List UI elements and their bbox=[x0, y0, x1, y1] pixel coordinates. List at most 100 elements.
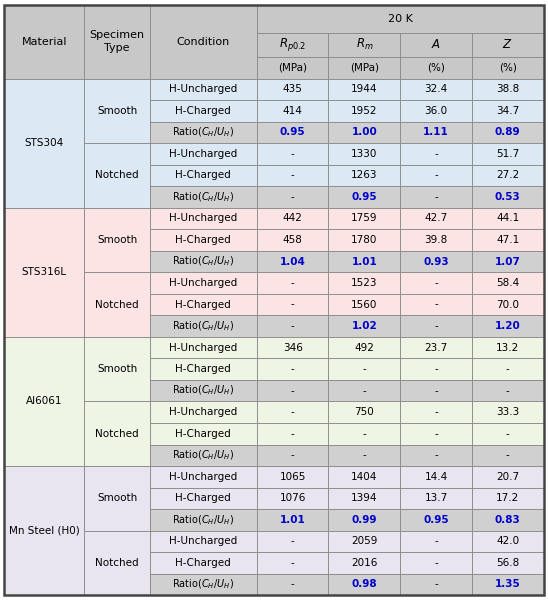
Bar bbox=[150, 100, 257, 122]
Text: $A$: $A$ bbox=[431, 38, 441, 52]
Text: H-Charged: H-Charged bbox=[175, 299, 231, 310]
Bar bbox=[328, 358, 400, 380]
Bar bbox=[257, 5, 544, 33]
Bar bbox=[257, 466, 328, 488]
Text: 1.02: 1.02 bbox=[351, 321, 377, 331]
Bar bbox=[400, 423, 472, 445]
Text: -: - bbox=[291, 364, 294, 374]
Bar bbox=[257, 445, 328, 466]
Bar bbox=[257, 423, 328, 445]
Bar bbox=[472, 358, 544, 380]
Bar bbox=[257, 401, 328, 423]
Bar bbox=[472, 401, 544, 423]
Text: Notched: Notched bbox=[95, 299, 139, 310]
Text: 1263: 1263 bbox=[351, 170, 378, 181]
Bar bbox=[257, 186, 328, 208]
Bar bbox=[257, 509, 328, 530]
Bar bbox=[472, 466, 544, 488]
Bar bbox=[328, 445, 400, 466]
Text: 1952: 1952 bbox=[351, 106, 378, 116]
Text: 0.95: 0.95 bbox=[423, 515, 449, 525]
Text: 2016: 2016 bbox=[351, 558, 378, 568]
Bar bbox=[328, 208, 400, 229]
Bar bbox=[150, 208, 257, 229]
Text: H-Uncharged: H-Uncharged bbox=[169, 149, 237, 159]
Bar bbox=[472, 316, 544, 337]
Bar bbox=[150, 358, 257, 380]
Bar bbox=[84, 466, 150, 530]
Bar bbox=[328, 251, 400, 272]
Text: 13.2: 13.2 bbox=[496, 343, 520, 353]
Text: 750: 750 bbox=[355, 407, 374, 417]
Bar bbox=[400, 337, 472, 358]
Text: Ratio($C_H$/$U_H$): Ratio($C_H$/$U_H$) bbox=[172, 125, 235, 139]
Bar bbox=[472, 208, 544, 229]
Bar bbox=[400, 294, 472, 316]
Text: 1944: 1944 bbox=[351, 84, 378, 94]
Text: 38.8: 38.8 bbox=[496, 84, 520, 94]
Bar bbox=[84, 401, 150, 466]
Text: 0.95: 0.95 bbox=[280, 127, 305, 137]
Text: -: - bbox=[291, 386, 294, 395]
Bar bbox=[4, 79, 84, 208]
Text: 1759: 1759 bbox=[351, 214, 378, 223]
Bar bbox=[400, 488, 472, 509]
Bar bbox=[472, 122, 544, 143]
Bar bbox=[257, 272, 328, 294]
Text: 1404: 1404 bbox=[351, 472, 378, 482]
Bar bbox=[400, 316, 472, 337]
Text: 346: 346 bbox=[283, 343, 302, 353]
Bar bbox=[257, 164, 328, 186]
Text: H-Uncharged: H-Uncharged bbox=[169, 214, 237, 223]
Text: Smooth: Smooth bbox=[97, 106, 137, 116]
Text: -: - bbox=[362, 364, 366, 374]
Text: -: - bbox=[291, 321, 294, 331]
Bar bbox=[400, 79, 472, 100]
Text: -: - bbox=[434, 580, 438, 589]
Bar bbox=[472, 574, 544, 595]
Text: H-Uncharged: H-Uncharged bbox=[169, 407, 237, 417]
Text: 42.0: 42.0 bbox=[496, 536, 520, 547]
Text: 0.83: 0.83 bbox=[495, 515, 521, 525]
Text: -: - bbox=[291, 278, 294, 288]
Bar bbox=[472, 488, 544, 509]
Text: -: - bbox=[434, 536, 438, 547]
Bar bbox=[328, 57, 400, 79]
Bar bbox=[4, 5, 84, 79]
Bar bbox=[4, 208, 84, 337]
Text: 44.1: 44.1 bbox=[496, 214, 520, 223]
Text: Smooth: Smooth bbox=[97, 364, 137, 374]
Text: -: - bbox=[291, 149, 294, 159]
Text: -: - bbox=[362, 450, 366, 460]
Text: -: - bbox=[291, 450, 294, 460]
Text: -: - bbox=[291, 299, 294, 310]
Bar bbox=[257, 79, 328, 100]
Bar bbox=[400, 186, 472, 208]
Bar bbox=[472, 509, 544, 530]
Bar bbox=[84, 5, 150, 79]
Bar bbox=[472, 143, 544, 164]
Bar bbox=[150, 164, 257, 186]
Text: -: - bbox=[291, 558, 294, 568]
Bar bbox=[328, 143, 400, 164]
Bar bbox=[150, 530, 257, 552]
Text: 20 K: 20 K bbox=[388, 14, 413, 24]
Text: -: - bbox=[362, 386, 366, 395]
Text: 442: 442 bbox=[283, 214, 302, 223]
Bar bbox=[472, 380, 544, 401]
Text: 51.7: 51.7 bbox=[496, 149, 520, 159]
Text: H-Charged: H-Charged bbox=[175, 558, 231, 568]
Bar bbox=[84, 337, 150, 401]
Text: H-Charged: H-Charged bbox=[175, 106, 231, 116]
Text: 1076: 1076 bbox=[279, 493, 306, 503]
Text: Ratio($C_H$/$U_H$): Ratio($C_H$/$U_H$) bbox=[172, 384, 235, 397]
Bar bbox=[4, 466, 84, 595]
Bar bbox=[472, 337, 544, 358]
Text: -: - bbox=[291, 429, 294, 439]
Bar bbox=[84, 208, 150, 272]
Text: Notched: Notched bbox=[95, 170, 139, 181]
Text: (MPa): (MPa) bbox=[278, 63, 307, 73]
Bar bbox=[257, 294, 328, 316]
Bar bbox=[400, 208, 472, 229]
Text: Smooth: Smooth bbox=[97, 493, 137, 503]
